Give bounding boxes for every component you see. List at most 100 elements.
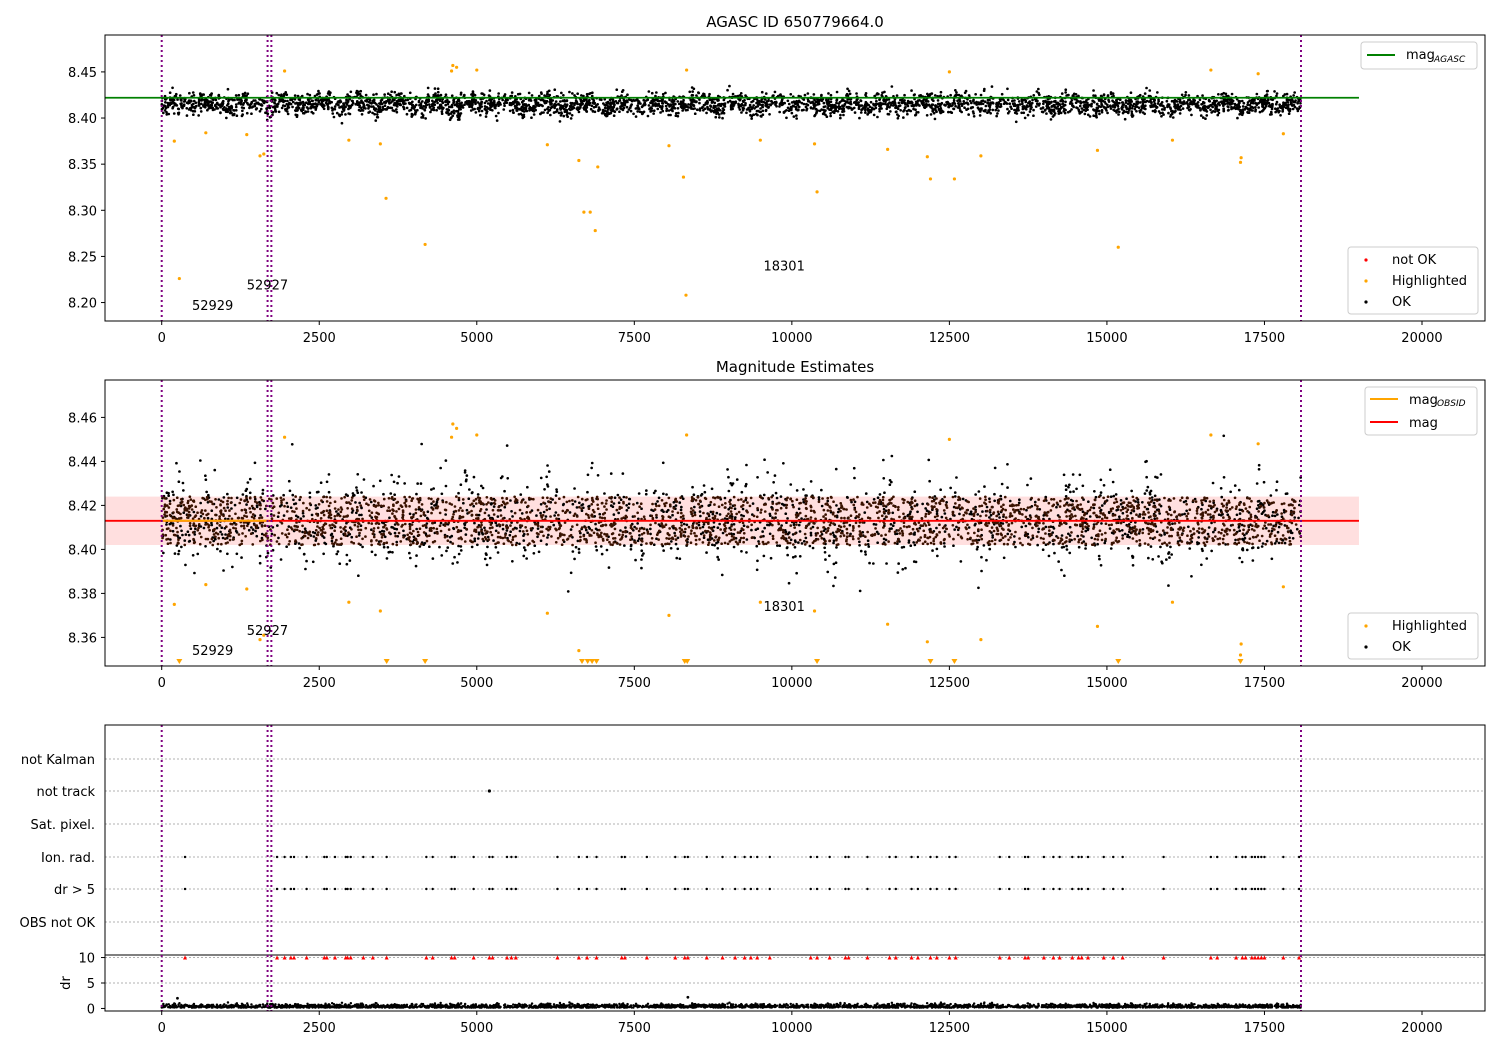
- dr-overflow-marker: [947, 955, 952, 960]
- dr-flag: [1282, 887, 1285, 891]
- ion-rad-flag: [371, 855, 375, 859]
- dr-overflow-marker: [1243, 955, 1248, 960]
- ion-rad-flag: [1256, 855, 1260, 859]
- flags-panel: not Kalman not track Sat. pixel. Ion. rad. d…: [20, 724, 1486, 1036]
- ion-rad-flag: [1008, 855, 1011, 859]
- dr-flag: [450, 887, 453, 891]
- highlighted-point: [1256, 72, 1260, 76]
- dr-flag: [1042, 887, 1046, 891]
- dr-overflow-marker: [1259, 955, 1264, 960]
- dr-flag: [705, 887, 708, 891]
- highlighted-point: [245, 587, 249, 591]
- dr-flag: [1080, 887, 1083, 891]
- dr-flag: [916, 887, 920, 891]
- obsid-annotation: 52927: [247, 624, 288, 639]
- dr-overflow-marker: [1070, 955, 1075, 960]
- highlighted-point: [545, 143, 549, 147]
- panel1-legend-status: not OK Highlighted OK: [1347, 246, 1479, 315]
- ion-rad-flag: [510, 855, 513, 859]
- highlighted-point: [384, 196, 388, 200]
- dr-overflow-marker: [509, 955, 514, 960]
- dr-flag: [1102, 887, 1105, 891]
- ion-rad-flag: [743, 855, 746, 859]
- magnitude-estimates-panel: Magnitude Estimates 52929 52927 18301 0 250…: [68, 358, 1486, 691]
- highlighted-point: [475, 68, 479, 72]
- dr-flag: [305, 887, 308, 891]
- highlighted-point: [952, 177, 957, 181]
- dr-overflow-marker: [673, 955, 678, 960]
- dr-overflow-marker: [742, 955, 747, 960]
- y-tick-label: 8.20: [68, 297, 97, 312]
- highlighted-point: [577, 158, 581, 163]
- highlighted-point: [258, 638, 262, 642]
- highlighted-point: [588, 210, 592, 214]
- ion-rad-flag: [847, 855, 850, 859]
- dr-flag: [815, 887, 819, 891]
- ion-rad-flag: [686, 855, 690, 859]
- dr-overflow-marker: [322, 955, 327, 960]
- dr-flag: [809, 887, 812, 891]
- dr-overflow-marker: [1281, 955, 1286, 960]
- below-range-marker: [1237, 659, 1244, 664]
- ion-rad-flag: [1086, 855, 1090, 859]
- dr-overflow-marker: [887, 955, 892, 960]
- x-tick-label: 2500: [303, 1021, 336, 1036]
- dr-overflow-marker: [1076, 955, 1081, 960]
- x-tick-label: 10000: [771, 331, 812, 346]
- highlighted-point: [378, 142, 382, 146]
- ion-rad-flag: [183, 855, 187, 859]
- category-label: not Kalman: [21, 753, 95, 768]
- dr-overflow-marker: [1240, 955, 1245, 960]
- dr-overflow-marker: [619, 955, 624, 960]
- ion-rad-flag: [866, 855, 869, 859]
- ion-rad-flag: [935, 855, 938, 859]
- dr-overflow-marker: [384, 955, 389, 960]
- dr-overflow-marker: [748, 955, 753, 960]
- highlighted-point: [815, 190, 819, 194]
- dr-flag: [577, 887, 581, 891]
- ion-rad-flag: [705, 855, 708, 859]
- x-tick-label: 2500: [303, 676, 336, 691]
- dr-overflow-marker: [733, 955, 738, 960]
- legend-mag-label2: mag: [1409, 416, 1438, 431]
- panel3-axes: not Kalman not track Sat. pixel. Ion. rad. d…: [20, 753, 1443, 1036]
- highlighted-point: [1116, 245, 1120, 249]
- dr-flag: [289, 887, 293, 891]
- dr-point: [176, 996, 179, 1000]
- x-tick-label: 7500: [618, 676, 651, 691]
- x-tick-label: 7500: [618, 331, 651, 346]
- dr-overflow-marker: [555, 955, 560, 960]
- ion-rad-flag: [1162, 855, 1165, 859]
- legend2-highlighted: Highlighted: [1392, 619, 1467, 634]
- ion-rad-flag: [514, 855, 518, 859]
- x-tick-label: 2500: [303, 331, 336, 346]
- ion-rad-flag: [1112, 855, 1115, 859]
- below-range-marker: [1115, 659, 1122, 664]
- dr-flag: [910, 887, 913, 891]
- dr-overflow-marker: [449, 955, 454, 960]
- dr-flag: [333, 887, 337, 891]
- below-range-marker: [176, 659, 183, 664]
- highlighted-point: [347, 600, 351, 604]
- x-tick-label: 15000: [1086, 331, 1127, 346]
- dr-flag: [344, 887, 347, 891]
- panel1-plot-area: 52929 52927 18301: [105, 35, 1359, 321]
- highlighted-point: [886, 622, 890, 626]
- below-range-marker: [951, 659, 958, 664]
- dr-flag: [733, 887, 737, 891]
- ion-rad-flag: [1052, 855, 1055, 859]
- ion-rad-flag: [1023, 855, 1027, 859]
- dr-overflow-marker: [490, 955, 495, 960]
- highlighted-point: [1170, 138, 1175, 142]
- dr-flag: [894, 887, 898, 891]
- ion-rad-flag: [929, 855, 932, 859]
- y-tick-label: 8.30: [68, 204, 97, 219]
- dr-overflow-marker: [865, 955, 870, 960]
- highlighted-point: [979, 638, 983, 642]
- dr-overflow-marker: [304, 955, 309, 960]
- highlighted-point: [451, 422, 455, 426]
- panel1-frame: [104, 34, 1486, 322]
- dr-flag: [1256, 887, 1260, 891]
- panel1-legend-mag-agasc: mag AGASC: [1360, 41, 1478, 70]
